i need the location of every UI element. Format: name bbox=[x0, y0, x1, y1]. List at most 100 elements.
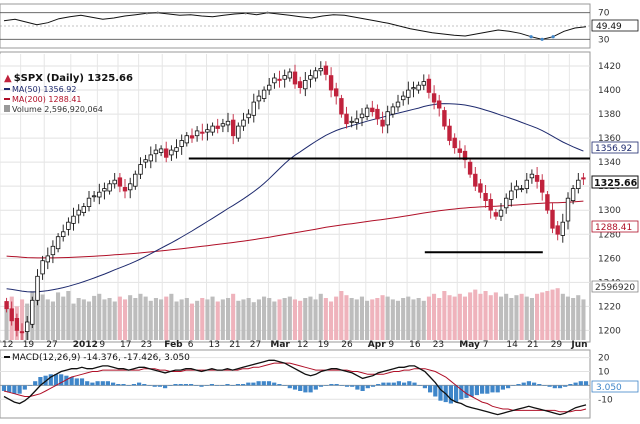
volume-bar bbox=[442, 291, 447, 340]
candle-body bbox=[328, 75, 334, 91]
candle-body bbox=[138, 164, 143, 175]
macd-label: MACD(12,26,9) -14.376, -17.426, 3.050 bbox=[12, 353, 190, 363]
candle-body bbox=[442, 110, 447, 127]
candle-body bbox=[117, 177, 123, 187]
macd-histogram-bar bbox=[85, 381, 90, 386]
candle-body bbox=[230, 119, 236, 137]
macd-histogram-bar bbox=[370, 385, 376, 387]
volume-bar bbox=[478, 293, 483, 340]
candle-body bbox=[91, 195, 97, 198]
candle-body bbox=[122, 186, 128, 192]
volume-bar bbox=[210, 296, 215, 340]
volume-bar bbox=[493, 292, 498, 340]
ma50-line bbox=[6, 103, 584, 293]
volume-bar bbox=[205, 299, 210, 340]
candle-body bbox=[97, 191, 102, 198]
volume-bar bbox=[529, 298, 534, 340]
x-tick-label: 2012 bbox=[73, 340, 98, 350]
candle-body bbox=[447, 125, 452, 141]
macd-histogram-bar bbox=[490, 385, 495, 393]
macd-histogram-bar bbox=[292, 385, 298, 390]
volume-bar bbox=[344, 295, 349, 340]
macd-histogram-bar bbox=[38, 377, 43, 386]
macd-histogram-bar bbox=[386, 382, 391, 386]
volume-bar bbox=[581, 299, 586, 340]
macd-histogram-bar bbox=[459, 385, 464, 400]
macd-panel: 20100-10 MACD(12,26,9) -14.376, -17.426,… bbox=[0, 349, 639, 419]
macd-histogram-bar bbox=[105, 381, 110, 386]
candle-body bbox=[246, 113, 251, 119]
candle-body bbox=[457, 148, 462, 153]
candle-body bbox=[503, 197, 509, 209]
volume-bar bbox=[220, 299, 225, 340]
rsi-oversold-mark bbox=[529, 35, 533, 39]
title-text: $SPX (Daily) 1325.66 bbox=[14, 73, 133, 84]
volume-bar bbox=[349, 298, 354, 340]
macd-histogram-bar bbox=[256, 381, 261, 386]
macd-histogram-bar bbox=[547, 385, 552, 387]
macd-histogram-bar bbox=[516, 384, 521, 386]
volume-bar bbox=[50, 301, 55, 340]
macd-histogram-bar bbox=[552, 385, 557, 389]
volume-bar bbox=[519, 293, 524, 340]
volume-bar bbox=[499, 296, 504, 340]
macd-histogram-bar bbox=[417, 385, 422, 386]
volume-bar bbox=[102, 299, 107, 340]
volume-bar bbox=[123, 299, 128, 340]
candle-body bbox=[370, 107, 375, 113]
volume-bar bbox=[272, 301, 277, 340]
macd-histogram-bar bbox=[282, 385, 287, 386]
volume-bar bbox=[169, 293, 174, 340]
rsi-line bbox=[3, 12, 587, 40]
candle-body bbox=[540, 179, 545, 193]
volume-bar bbox=[153, 298, 158, 340]
macd-lines bbox=[3, 359, 587, 416]
volume-bar bbox=[421, 300, 426, 340]
macd-histogram-bar bbox=[287, 385, 292, 389]
candle-body bbox=[380, 119, 385, 127]
macd-histogram-bar bbox=[350, 385, 355, 387]
candle-body bbox=[488, 198, 493, 211]
macd-histogram-bar bbox=[100, 381, 105, 386]
candle-body bbox=[158, 148, 164, 153]
macd-histogram-bar bbox=[59, 374, 64, 386]
volume-bar bbox=[66, 291, 71, 340]
candle-body bbox=[179, 140, 184, 147]
moving-average-lines bbox=[6, 103, 584, 293]
macd-histogram-bar bbox=[199, 385, 204, 387]
candle-body bbox=[318, 68, 323, 72]
ma50-label: MA(50) 1356.92 bbox=[12, 85, 76, 94]
rsi-oversold-mark bbox=[540, 37, 544, 41]
x-tick-label: 23 bbox=[433, 340, 444, 350]
candle-body bbox=[4, 301, 9, 310]
candle-body bbox=[473, 173, 478, 187]
price-tick-label: 1300 bbox=[598, 206, 621, 216]
candle-body bbox=[266, 84, 272, 91]
ma200-line bbox=[6, 200, 584, 259]
volume-bar bbox=[365, 300, 370, 340]
volume-bar bbox=[488, 295, 493, 340]
legend-volume: Volume 2,596,920,064 bbox=[4, 105, 103, 114]
candle-body bbox=[313, 70, 318, 79]
volume-bar bbox=[179, 299, 184, 340]
candle-body bbox=[570, 188, 576, 202]
macd-histogram-bar bbox=[578, 381, 583, 386]
volume-bar bbox=[432, 293, 437, 340]
candle-body bbox=[462, 150, 468, 161]
macd-histogram-bar bbox=[568, 384, 573, 386]
x-tick-label: 26 bbox=[341, 340, 353, 350]
macd-histogram-bar bbox=[230, 385, 235, 386]
macd-histogram-bar bbox=[557, 385, 563, 389]
rsi-line-group bbox=[3, 11, 587, 41]
macd-histogram-bar bbox=[251, 382, 256, 386]
candle-body bbox=[436, 100, 442, 109]
price-tick-label: 1260 bbox=[598, 254, 621, 264]
volume-bar bbox=[35, 298, 40, 340]
candle-body bbox=[560, 221, 565, 236]
volume-bar bbox=[246, 298, 251, 340]
volume-bar bbox=[76, 298, 81, 340]
candle-body bbox=[416, 84, 421, 91]
macd-histogram-bar bbox=[173, 384, 178, 386]
macd-histogram-bar bbox=[324, 385, 329, 386]
